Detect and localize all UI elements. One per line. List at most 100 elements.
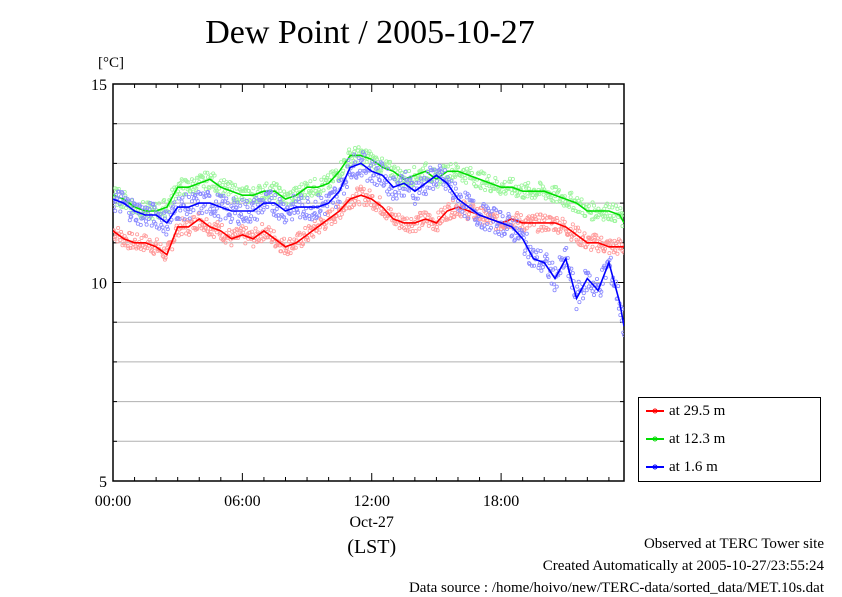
series-point bbox=[253, 226, 258, 231]
series-point bbox=[358, 168, 363, 173]
series-point bbox=[219, 201, 224, 206]
series-point bbox=[217, 186, 222, 191]
series-point bbox=[524, 226, 529, 231]
series-point bbox=[352, 202, 357, 207]
series-point bbox=[147, 237, 152, 242]
series-point bbox=[163, 209, 168, 214]
series-point bbox=[377, 195, 382, 200]
series-point bbox=[129, 214, 134, 219]
series-point bbox=[178, 208, 183, 213]
series-point bbox=[165, 227, 170, 232]
series-point bbox=[458, 214, 463, 219]
series-point bbox=[244, 225, 249, 230]
series-point bbox=[537, 192, 542, 197]
series-point bbox=[447, 179, 452, 184]
series-point bbox=[274, 207, 279, 212]
series-point bbox=[384, 159, 389, 164]
series-point bbox=[291, 193, 296, 198]
series-point bbox=[251, 244, 256, 249]
series-point bbox=[356, 155, 361, 160]
series-point bbox=[412, 165, 417, 170]
series-point bbox=[123, 243, 128, 248]
series-point bbox=[373, 160, 378, 165]
series-point bbox=[577, 300, 582, 305]
series-point bbox=[303, 226, 308, 231]
series-point bbox=[396, 212, 401, 217]
series-point bbox=[349, 175, 354, 180]
series-point bbox=[162, 197, 167, 202]
series-point bbox=[409, 180, 414, 185]
series-point bbox=[261, 207, 266, 212]
series-point bbox=[621, 330, 624, 335]
series-point bbox=[478, 186, 483, 191]
series-point bbox=[308, 225, 313, 230]
series-point bbox=[162, 257, 167, 262]
series-point bbox=[527, 223, 532, 228]
series-point bbox=[537, 218, 542, 223]
series-point bbox=[584, 288, 589, 293]
series-point bbox=[318, 208, 323, 213]
series-point bbox=[309, 217, 314, 222]
series-point bbox=[483, 188, 488, 193]
series-point bbox=[396, 166, 401, 171]
series-point bbox=[257, 185, 262, 190]
series-point bbox=[218, 217, 223, 222]
series-point bbox=[564, 246, 569, 251]
series-point bbox=[307, 216, 312, 221]
series-point bbox=[552, 216, 557, 221]
series-point bbox=[147, 207, 152, 212]
series-point bbox=[135, 232, 140, 237]
series-point bbox=[515, 211, 520, 216]
series-point bbox=[469, 198, 474, 203]
series-point bbox=[592, 293, 597, 298]
series-group-s1 bbox=[113, 150, 624, 337]
series-point bbox=[522, 251, 527, 256]
series-point bbox=[127, 210, 132, 215]
series-point bbox=[354, 175, 359, 180]
series-point bbox=[607, 251, 612, 256]
series-point bbox=[508, 179, 513, 184]
series-point bbox=[369, 151, 374, 156]
x-tick-label: 06:00 bbox=[224, 493, 260, 510]
series-point bbox=[352, 198, 357, 203]
series-point bbox=[140, 243, 145, 248]
series-point bbox=[141, 208, 146, 213]
series-point bbox=[554, 284, 559, 289]
series-point bbox=[594, 276, 599, 281]
series-point bbox=[364, 202, 369, 207]
series-point bbox=[543, 196, 548, 201]
series-point bbox=[254, 195, 259, 200]
series-point bbox=[400, 175, 405, 180]
legend-swatch-29-5m bbox=[646, 408, 664, 414]
series-point bbox=[337, 199, 342, 204]
series-point bbox=[119, 232, 124, 237]
series-point bbox=[233, 232, 238, 237]
series-point bbox=[363, 148, 368, 153]
series-point bbox=[356, 199, 361, 204]
series-point bbox=[352, 152, 357, 157]
series-point bbox=[234, 205, 239, 210]
series-point bbox=[200, 175, 205, 180]
series-point bbox=[219, 194, 224, 199]
series-point bbox=[333, 219, 338, 224]
series-point bbox=[509, 234, 514, 239]
series-point bbox=[157, 215, 162, 220]
series-point bbox=[203, 225, 208, 230]
series-point bbox=[293, 199, 298, 204]
series-point bbox=[466, 216, 471, 221]
series-point bbox=[298, 215, 303, 220]
series-point bbox=[621, 212, 624, 217]
series-point bbox=[599, 235, 604, 240]
series-point bbox=[575, 225, 580, 230]
series-point bbox=[581, 291, 586, 296]
series-point bbox=[271, 212, 276, 217]
series-point bbox=[201, 184, 206, 189]
series-point bbox=[579, 197, 584, 202]
series-point bbox=[157, 201, 162, 206]
series-point bbox=[346, 199, 351, 204]
series-point bbox=[483, 227, 488, 232]
series-point bbox=[132, 202, 137, 207]
series-point bbox=[574, 307, 579, 312]
series-point bbox=[255, 202, 260, 207]
series-point bbox=[500, 214, 505, 219]
